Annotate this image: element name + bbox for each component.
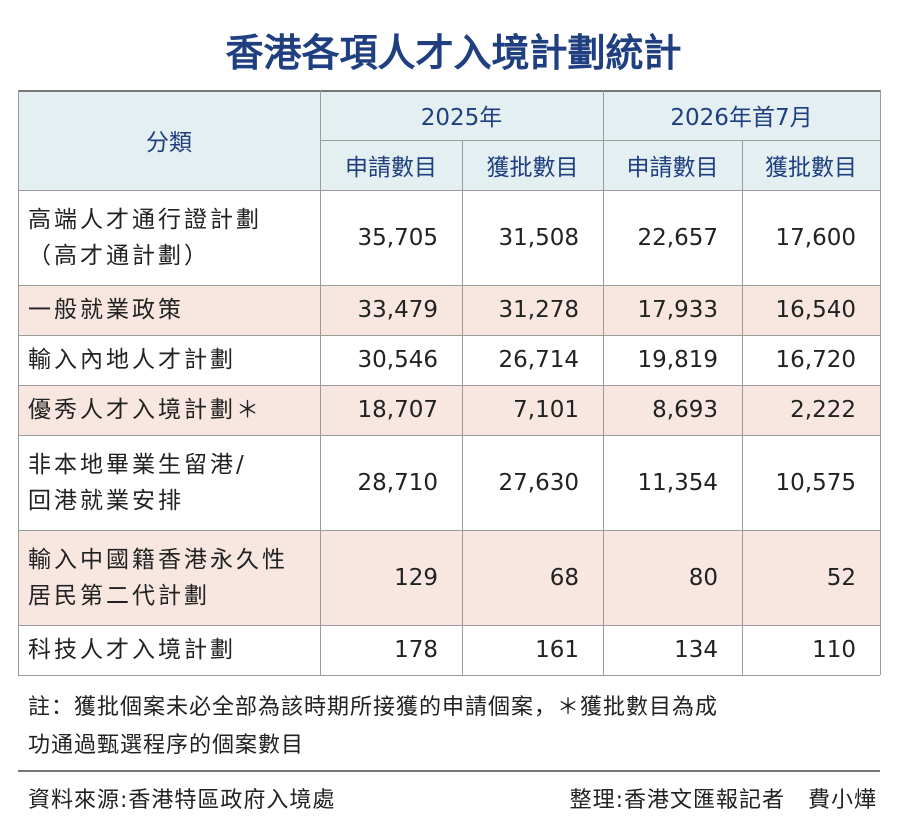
column-line xyxy=(462,140,463,675)
column-line xyxy=(603,90,604,675)
label-line: 輸入中國籍香港永久性 xyxy=(28,546,288,573)
top-line xyxy=(18,90,880,92)
group-header: 2026年首7月 xyxy=(603,90,880,140)
value-cell: 22,657 xyxy=(603,190,742,285)
row-line xyxy=(18,335,880,336)
title: 香港各項人才入境計劃統計 xyxy=(225,31,682,75)
row-label: 優秀人才入境計劃＊ xyxy=(18,385,320,435)
label-line: 高端人才通行證計劃 xyxy=(28,206,262,233)
row-label: 一般就業政策 xyxy=(18,285,320,335)
column-line xyxy=(742,140,743,675)
row-line xyxy=(18,190,880,191)
value-cell: 68 xyxy=(462,530,603,625)
value-cell: 31,508 xyxy=(462,190,603,285)
value-cell: 80 xyxy=(603,530,742,625)
value-cell: 7,101 xyxy=(462,385,603,435)
note-line: 註：獲批個案未必全部為該時期所接獲的申請個案，＊獲批數目為成 xyxy=(28,695,719,720)
label-line: 回港就業安排 xyxy=(28,487,184,514)
value-cell: 16,540 xyxy=(742,285,880,335)
column-header: 獲批數目 xyxy=(462,140,603,190)
row-label: 非本地畢業生留港/回港就業安排 xyxy=(18,435,320,530)
row-line xyxy=(18,625,880,626)
label-line: 非本地畢業生留港/ xyxy=(28,451,247,478)
column-line xyxy=(880,90,881,675)
value-cell: 33,479 xyxy=(320,285,462,335)
value-cell: 2,222 xyxy=(742,385,880,435)
column-line xyxy=(320,90,321,675)
value-cell: 52 xyxy=(742,530,880,625)
value-cell: 17,933 xyxy=(603,285,742,335)
header-cell: 分類 xyxy=(18,90,320,190)
column-header: 申請數目 xyxy=(603,140,742,190)
value-cell: 134 xyxy=(603,625,742,675)
row-label: 高端人才通行證計劃 （高才通計劃） xyxy=(18,190,320,285)
row-label: 輸入中國籍香港永久性 居民第二代計劃 xyxy=(18,530,320,625)
value-cell: 161 xyxy=(462,625,603,675)
row-line xyxy=(18,530,880,531)
value-cell: 31,278 xyxy=(462,285,603,335)
value-cell: 27,630 xyxy=(462,435,603,530)
column-header: 獲批數目 xyxy=(742,140,880,190)
row-line xyxy=(18,285,880,286)
header-line xyxy=(320,140,880,141)
label-line: （高才通計劃） xyxy=(28,242,210,269)
row-line xyxy=(18,385,880,386)
value-cell: 110 xyxy=(742,625,880,675)
column-line xyxy=(18,90,19,675)
value-cell: 19,819 xyxy=(603,335,742,385)
row-line xyxy=(18,435,880,436)
value-cell: 30,546 xyxy=(320,335,462,385)
note-line: 功通過甄選程序的個案數目 xyxy=(28,733,305,758)
footer-line xyxy=(18,770,880,772)
row-label: 科技人才入境計劃 xyxy=(18,625,320,675)
value-cell: 28,710 xyxy=(320,435,462,530)
label-line: 輸入內地人才計劃 xyxy=(28,347,236,373)
value-cell: 8,693 xyxy=(603,385,742,435)
row-line xyxy=(18,675,880,676)
value-cell: 35,705 xyxy=(320,190,462,285)
label-line: 優秀人才入境計劃＊ xyxy=(28,397,262,423)
value-cell: 11,354 xyxy=(603,435,742,530)
row-label: 輸入內地人才計劃 xyxy=(18,335,320,385)
label-line: 科技人才入境計劃 xyxy=(28,637,236,663)
value-cell: 16,720 xyxy=(742,335,880,385)
value-cell: 10,575 xyxy=(742,435,880,530)
value-cell: 17,600 xyxy=(742,190,880,285)
group-header: 2025年 xyxy=(320,90,603,140)
value-cell: 129 xyxy=(320,530,462,625)
value-cell: 18,707 xyxy=(320,385,462,435)
label-line: 居民第二代計劃 xyxy=(28,582,210,609)
value-cell: 26,714 xyxy=(462,335,603,385)
column-header: 申請數目 xyxy=(320,140,462,190)
credit: 整理:香港文匯報記者 費小燁 xyxy=(569,788,877,813)
source: 資料來源:香港特區政府入境處 xyxy=(28,788,336,813)
value-cell: 178 xyxy=(320,625,462,675)
label-line: 一般就業政策 xyxy=(28,297,184,323)
